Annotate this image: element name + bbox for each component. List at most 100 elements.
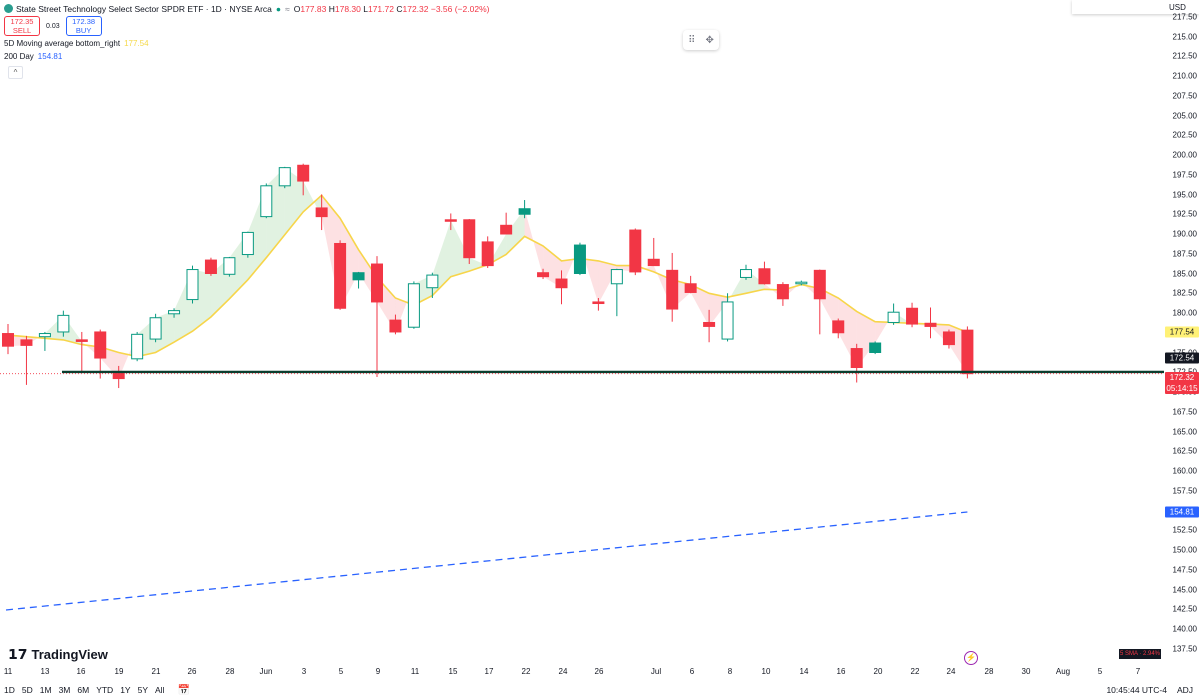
candle (610, 268, 623, 317)
buy-label: BUY (75, 26, 92, 35)
time-tick: 15 (448, 667, 458, 676)
time-tick: 28 (225, 667, 235, 676)
indicator-200-label: 200 Day (4, 52, 34, 61)
candle (38, 331, 51, 351)
currency-panel (1072, 0, 1199, 14)
time-tick: 21 (151, 667, 161, 676)
candle (260, 183, 273, 219)
price-tick: 200.00 (1172, 150, 1197, 160)
price-tick: 197.50 (1172, 170, 1197, 180)
range-all[interactable]: All (155, 685, 165, 695)
buy-button[interactable]: 172.38 BUY (65, 16, 102, 36)
candle (149, 313, 162, 343)
price-tick: 162.50 (1172, 446, 1197, 456)
candle (573, 242, 586, 276)
time-tick: 13 (40, 667, 50, 676)
candle (758, 261, 771, 285)
price-tick: 147.50 (1172, 565, 1197, 575)
floating-toolbar[interactable]: ⠿ ✥ (683, 30, 719, 50)
price-tick: 185.00 (1172, 269, 1197, 278)
candle (389, 314, 402, 335)
bottom-toolbar: 1D 5D 1M 3M 6M YTD 1Y 5Y All 📅 10:45:44 UTC-4 AD… (0, 682, 1199, 698)
currency-label[interactable]: USD (1169, 3, 1186, 12)
collapse-legend-button[interactable]: ^ (8, 66, 23, 79)
ohlc-values: O177.83 H178.30 L171.72 C172.32 −3.56 (−… (293, 3, 490, 14)
time-tick: 10 (761, 667, 771, 676)
price-tick: 187.50 (1172, 249, 1197, 259)
drag-handle-icon[interactable]: ⠿ (688, 34, 696, 46)
time-tick: 28 (984, 667, 994, 676)
price-tick: 150.00 (1172, 545, 1197, 555)
candle (942, 329, 955, 349)
time-tick: Jun (259, 667, 273, 676)
ma-fill-segment (524, 208, 544, 277)
lightning-icon[interactable]: ⚡ (964, 651, 978, 665)
price-axis[interactable]: 217.50 215.00 212.50 210.00 207.50 205.00 202.… (1164, 0, 1199, 662)
time-tick: 26 (594, 667, 604, 676)
indicator-ma5-value: 177.54 (124, 39, 149, 48)
price-tick: 145.00 (1172, 585, 1197, 594)
range-6m[interactable]: 6M (77, 685, 90, 695)
candle (57, 310, 70, 337)
support-line[interactable] (0, 370, 1164, 375)
indicator-200-value: 154.81 (37, 52, 63, 61)
ma-fill-segment (690, 284, 710, 327)
range-5d[interactable]: 5D (21, 685, 33, 695)
price-tick: 175.00 (1173, 348, 1197, 357)
time-tick: 24 (558, 667, 568, 676)
range-5y[interactable]: 5Y (137, 685, 148, 695)
symbol-title[interactable]: State Street Technology Select Sector SP… (16, 3, 272, 14)
price-tick: 180.00 (1172, 308, 1197, 318)
candle (666, 252, 679, 322)
time-tick: 22 (521, 667, 531, 676)
time-tick: Aug (1055, 667, 1071, 676)
candle (961, 326, 974, 379)
candle (204, 257, 217, 276)
candle (906, 302, 919, 328)
candle (795, 280, 808, 286)
sell-button[interactable]: 172.35 SELL (4, 16, 40, 36)
trade-row: 172.35 SELL 0.03 172.38 BUY (4, 15, 489, 37)
indicator-200-row[interactable]: 200 Day 154.81 (4, 50, 489, 63)
candle (297, 163, 310, 196)
candle (131, 331, 144, 362)
time-tick: 14 (799, 667, 809, 676)
range-ytd[interactable]: YTD (96, 685, 114, 695)
time-tick: 30 (1021, 667, 1031, 676)
candle (629, 228, 642, 276)
calendar-icon[interactable]: 📅 (177, 684, 190, 696)
ma200-path (5, 511, 968, 611)
price-chart[interactable] (0, 0, 1164, 662)
candle (500, 212, 513, 235)
candle (832, 318, 845, 339)
clock[interactable]: 10:45:44 UTC-4 (1106, 685, 1167, 695)
time-tick: 22 (910, 667, 920, 676)
time-tick: 24 (946, 667, 956, 676)
price-tick: 190.00 (1172, 229, 1197, 239)
candle (924, 307, 937, 339)
candle (463, 218, 476, 265)
price-tick: 205.00 (1172, 111, 1197, 120)
ma-fill-segment (450, 220, 470, 277)
countdown-label: 05:14:15 (1166, 383, 1198, 393)
range-3m[interactable]: 3M (58, 685, 71, 695)
time-tick: 11 (3, 667, 13, 676)
range-1m[interactable]: 1M (39, 685, 52, 695)
tradingview-logo: 𝟭𝟳 TradingView (8, 646, 108, 663)
price-tick: 142.50 (1172, 604, 1197, 614)
range-1d[interactable]: 1D (4, 685, 15, 695)
price-tick: 217.50 (1172, 12, 1197, 22)
range-1y[interactable]: 1Y (120, 685, 131, 695)
candle (278, 166, 291, 189)
ma-fill-segment (506, 208, 525, 255)
price-tick: 160.00 (1172, 466, 1197, 476)
market-status-icon: ● (275, 3, 282, 14)
indicator-ma5-row[interactable]: 5D Moving average bottom_right 177.54 (4, 37, 489, 50)
time-axis[interactable]: 11 13 16 19 21 26 28 Jun 3 5 9 11 15 17 22 24 26 Jul 6 8 10 1… (0, 662, 1164, 682)
adj-toggle[interactable]: ADJ (1176, 685, 1193, 695)
drawing-tool-icon[interactable]: ✥ (705, 34, 714, 46)
price-tick: 137.50 (1172, 644, 1197, 654)
ma-fill-segment (543, 245, 562, 288)
candle (684, 275, 697, 294)
candle (703, 309, 716, 343)
